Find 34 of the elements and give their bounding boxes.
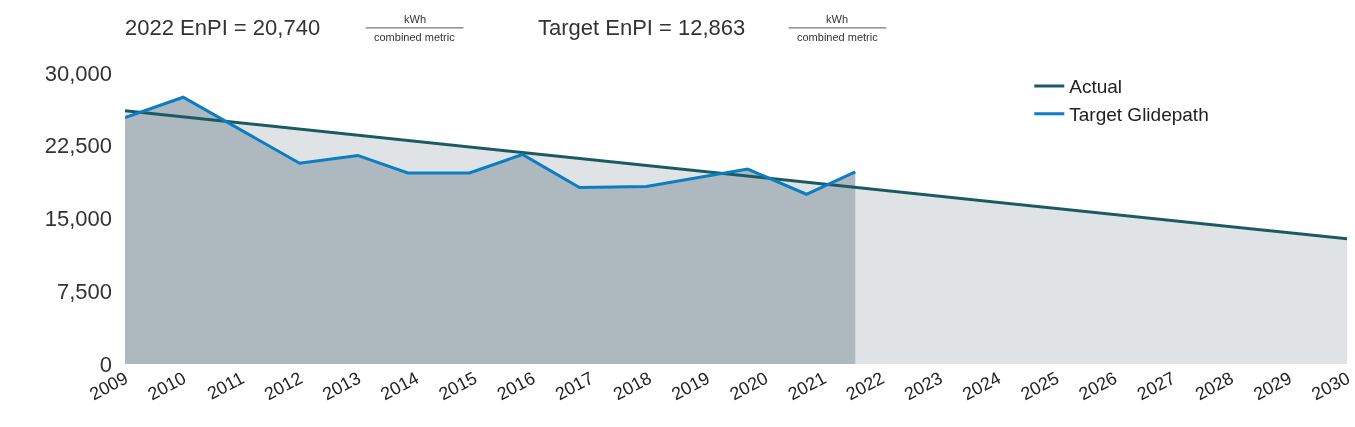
x-tick-label: 2024 — [959, 367, 1004, 405]
x-tick-label: 2026 — [1075, 367, 1121, 405]
text: Target EnPI = 12,863 — [538, 15, 746, 40]
x-tick-label: 2016 — [493, 367, 539, 405]
x-tick-label: 2011 — [203, 367, 248, 404]
y-tick-label: 0 — [99, 351, 112, 377]
legend-label: Actual — [1069, 76, 1123, 98]
x-tick-label: 2013 — [319, 367, 364, 405]
x-tick-label: 2030 — [1308, 367, 1354, 405]
x-tick-label: 2020 — [726, 367, 772, 405]
x-tick-label: 2021 — [784, 367, 830, 405]
x-tick-label: 2028 — [1191, 367, 1237, 405]
legend-label: Target Glidepath — [1069, 104, 1209, 126]
x-tick-label: 2012 — [260, 367, 306, 405]
y-tick-label: 22,500 — [44, 133, 112, 159]
y-tick-label: 30,000 — [44, 60, 112, 86]
x-tick-label: 2010 — [144, 367, 190, 405]
x-tick-label: 2014 — [377, 367, 423, 405]
x-tick-label: 2018 — [610, 367, 655, 405]
text: kWh — [826, 13, 848, 25]
x-tick-label: 2023 — [901, 367, 946, 405]
y-tick-label: 15,000 — [44, 206, 112, 232]
text: combined metric — [374, 31, 456, 43]
text: 2022 EnPI = 20,740 — [125, 15, 321, 40]
x-tick-label: 2029 — [1250, 367, 1295, 405]
x-tick-label: 2027 — [1133, 367, 1179, 405]
x-tick-label: 2019 — [668, 367, 713, 405]
text: kWh — [404, 13, 426, 25]
text: combined metric — [797, 31, 879, 43]
x-tick-label: 2022 — [842, 367, 888, 405]
x-tick-label: 2015 — [435, 367, 481, 405]
y-tick-label: 7,500 — [56, 278, 112, 304]
x-tick-label: 2017 — [551, 367, 597, 405]
x-tick-label: 2025 — [1017, 367, 1063, 405]
